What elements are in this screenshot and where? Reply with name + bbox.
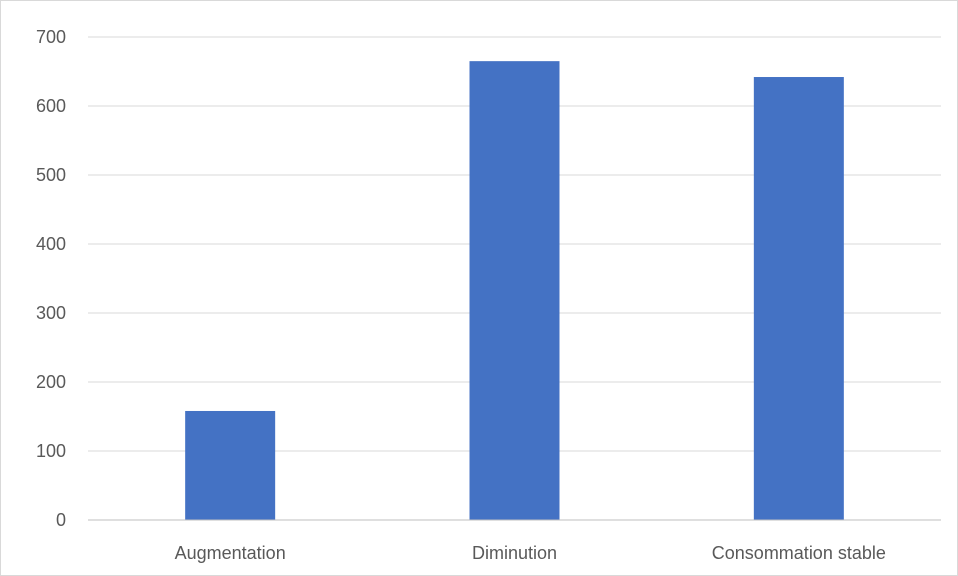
y-tick-label: 200 — [36, 372, 66, 392]
y-tick-label: 0 — [56, 510, 66, 530]
y-tick-label: 400 — [36, 234, 66, 254]
y-axis-tick-labels: 0 100 200 300 400 500 600 700 — [36, 27, 66, 530]
bar-augmentation — [185, 410, 276, 520]
bar-consommation-stable — [753, 77, 844, 521]
y-tick-label: 500 — [36, 165, 66, 185]
bars — [185, 61, 844, 521]
x-axis-tick-labels: Augmentation Diminution Consommation stabl… — [175, 543, 886, 563]
y-tick-label: 300 — [36, 303, 66, 323]
x-tick-label: Diminution — [472, 543, 557, 563]
bar-diminution — [469, 61, 560, 521]
x-tick-label: Augmentation — [175, 543, 286, 563]
y-tick-label: 100 — [36, 441, 66, 461]
y-tick-label: 600 — [36, 96, 66, 116]
x-tick-label: Consommation stable — [712, 543, 886, 563]
y-tick-label: 700 — [36, 27, 66, 47]
